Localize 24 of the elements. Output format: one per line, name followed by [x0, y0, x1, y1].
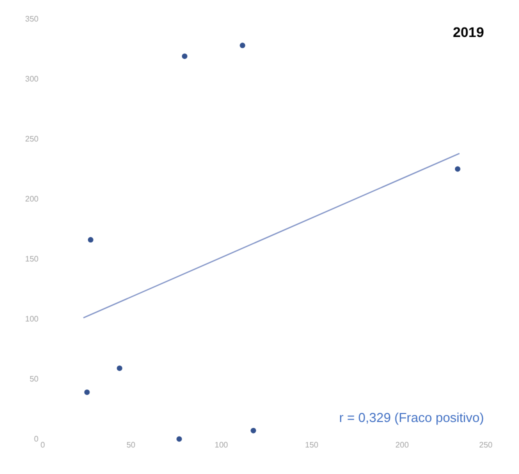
x-tick-label: 0: [40, 440, 46, 450]
y-tick-label: 100: [25, 314, 40, 324]
x-tick-label: 150: [305, 440, 319, 450]
point: [240, 42, 246, 48]
y-tick-label: 250: [25, 134, 40, 144]
x-tick-label: 100: [214, 440, 229, 450]
y-tick-label: 200: [25, 194, 40, 204]
point: [250, 428, 256, 434]
chart-title: 2019: [452, 24, 484, 40]
point: [84, 389, 90, 395]
point: [116, 365, 122, 371]
point: [182, 53, 188, 59]
y-tick-label: 0: [34, 434, 40, 444]
point: [176, 436, 182, 442]
point: [88, 237, 94, 243]
x-tick-label: 200: [395, 440, 410, 450]
x-tick-label: 50: [126, 440, 136, 450]
annotation: r = 0,329 (Fraco positivo): [339, 410, 484, 425]
y-tick-label: 150: [25, 254, 40, 264]
y-tick-label: 50: [30, 374, 40, 384]
y-tick-label: 350: [25, 14, 40, 24]
point: [454, 166, 460, 172]
x-tick-label: 250: [479, 440, 494, 450]
y-tick-label: 300: [25, 74, 40, 84]
